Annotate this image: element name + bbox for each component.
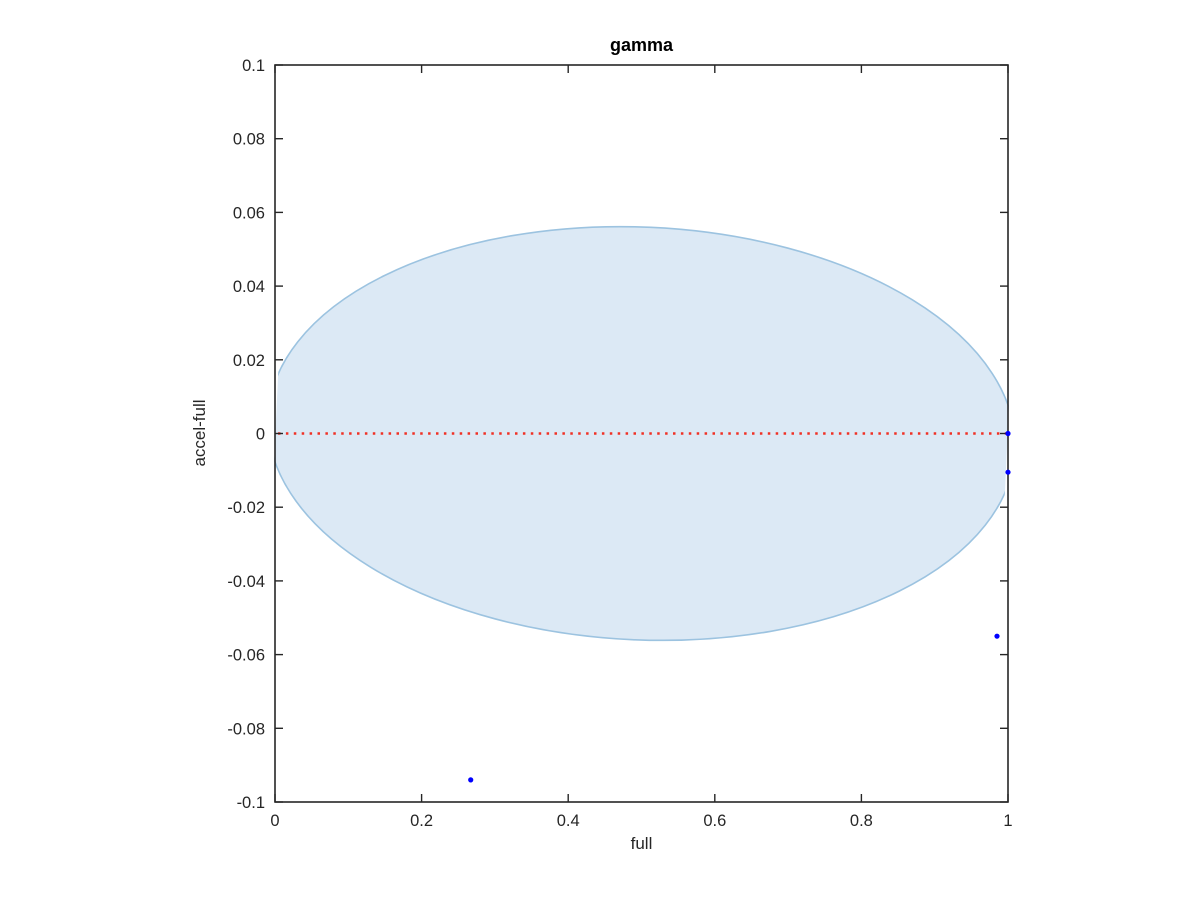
y-tick-label: -0.04 bbox=[227, 573, 265, 591]
data-point bbox=[1005, 469, 1011, 475]
x-tick-label: 0.2 bbox=[410, 812, 433, 830]
x-tick-label: 1 bbox=[1003, 812, 1012, 830]
y-tick-label: 0 bbox=[256, 426, 265, 444]
x-tick-label: 0.4 bbox=[557, 812, 580, 830]
data-point bbox=[1005, 430, 1011, 437]
y-tick-label: 0.02 bbox=[233, 352, 265, 370]
x-tick-label: 0.8 bbox=[850, 812, 873, 830]
y-axis-label: accel-full bbox=[190, 399, 209, 467]
y-tick-label: -0.08 bbox=[227, 720, 265, 738]
y-tick-label: 0.1 bbox=[242, 57, 265, 75]
data-point bbox=[994, 633, 1000, 639]
y-tick-label: -0.1 bbox=[237, 794, 265, 812]
x-tick-label: 0 bbox=[270, 812, 279, 830]
chart-title: gamma bbox=[609, 35, 674, 55]
x-axis-label: full bbox=[630, 834, 653, 853]
y-tick-label: 0.08 bbox=[233, 131, 265, 149]
y-tick-label: -0.02 bbox=[227, 499, 265, 517]
y-tick-label: 0.06 bbox=[233, 204, 265, 222]
data-point bbox=[468, 777, 474, 783]
x-tick-label: 0.6 bbox=[703, 812, 726, 830]
y-tick-label: 0.04 bbox=[233, 278, 265, 296]
y-tick-label: -0.06 bbox=[227, 647, 265, 665]
